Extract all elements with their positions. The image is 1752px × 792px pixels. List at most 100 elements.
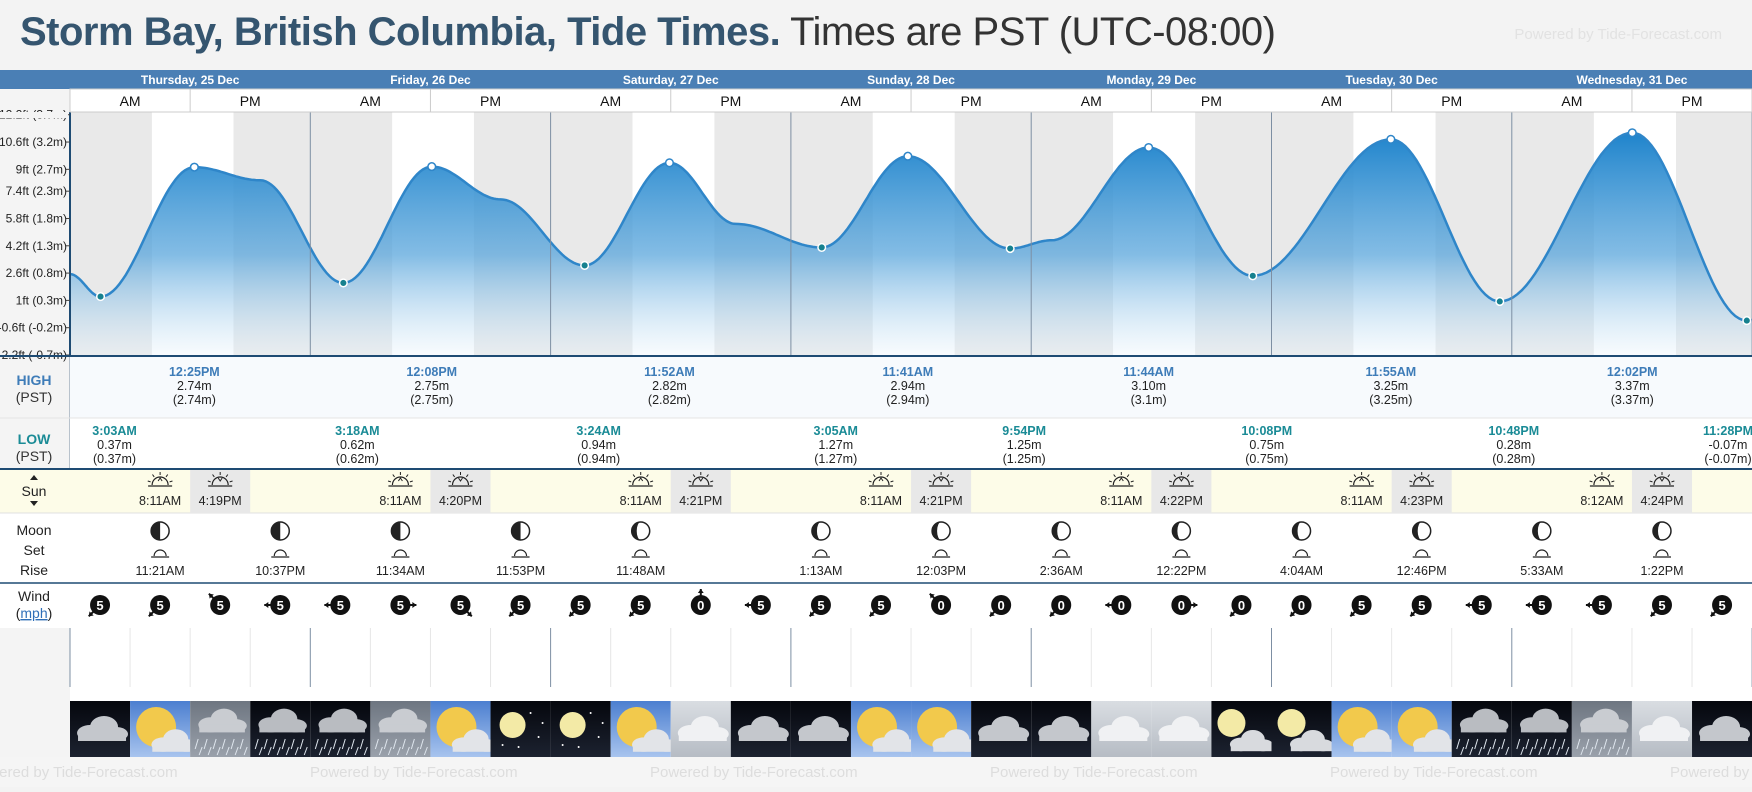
wind-speed: 5 bbox=[877, 598, 884, 613]
weather-cloudy-night-icon bbox=[70, 701, 131, 757]
sun-ray bbox=[890, 480, 894, 483]
day-label: Monday, 29 Dec bbox=[1106, 73, 1196, 87]
sun-ray bbox=[710, 480, 714, 483]
arrow-down-icon bbox=[217, 477, 223, 482]
wind-circle bbox=[690, 595, 711, 615]
moon-arc bbox=[814, 549, 828, 557]
sun-arc bbox=[632, 476, 650, 486]
moon-shadow bbox=[1412, 522, 1422, 540]
wind-unit-link[interactable]: mph bbox=[20, 605, 47, 621]
moon-arc bbox=[1054, 549, 1068, 557]
sun-ray bbox=[632, 474, 636, 478]
weather-rain-icon bbox=[1571, 701, 1632, 757]
cloud-base bbox=[319, 724, 366, 733]
wind-speed: 0 bbox=[1238, 598, 1245, 613]
sun-ray bbox=[405, 474, 409, 478]
low-tide-height: 0.94m bbox=[581, 438, 616, 452]
sunrise-time: 8:12AM bbox=[1580, 494, 1623, 508]
y-tick-label: 10.6ft (3.2m) bbox=[0, 135, 67, 149]
wind-indicator: 5 bbox=[148, 595, 171, 618]
moon-shadow bbox=[391, 522, 401, 540]
moonset-time: 11:21AM bbox=[136, 564, 185, 578]
y-tick-label: 2.6ft (0.8m) bbox=[6, 266, 67, 280]
rain-drop bbox=[410, 738, 415, 750]
sun-ray bbox=[1367, 474, 1370, 478]
rain-drop bbox=[1552, 738, 1557, 750]
moon-shadow bbox=[1052, 522, 1062, 540]
wind-arrow-head-icon bbox=[1650, 611, 1656, 617]
star bbox=[517, 746, 520, 748]
rain-drop bbox=[323, 738, 328, 750]
weather-cloudy-night-icon bbox=[1692, 701, 1752, 757]
weather-sun-cloud-icon bbox=[130, 701, 198, 757]
arrow-up-icon bbox=[1359, 477, 1365, 482]
moonset-time: 11:34AM bbox=[376, 564, 425, 578]
rain-drop bbox=[1516, 738, 1521, 750]
low-tide-height: 0.62m bbox=[340, 438, 375, 452]
rain-drop bbox=[374, 738, 379, 750]
moon-arc bbox=[634, 549, 648, 557]
rain-drop bbox=[212, 738, 217, 750]
sun-arc bbox=[451, 476, 470, 486]
moon-shadow bbox=[1172, 522, 1182, 540]
cloud-base bbox=[1290, 744, 1332, 752]
wind-circle bbox=[570, 595, 591, 615]
rain-drop bbox=[1474, 738, 1479, 750]
high-tide-height-m: (2.94m) bbox=[886, 393, 929, 407]
cloud-base bbox=[933, 744, 977, 752]
low-tide-height: 0.37m bbox=[97, 438, 132, 452]
wind-arrow-head-icon bbox=[1290, 611, 1296, 617]
sunrise-icon bbox=[1589, 472, 1615, 487]
cloud-base bbox=[873, 744, 917, 752]
rain-drop bbox=[299, 738, 304, 750]
wind-indicator: 0 bbox=[929, 592, 952, 615]
sun-ray bbox=[868, 480, 872, 483]
pm-label: PM bbox=[961, 93, 982, 109]
moonset-time: 4:04AM bbox=[1280, 564, 1323, 578]
wind-circle bbox=[210, 595, 231, 615]
moon-row-bg bbox=[0, 513, 1752, 583]
high-tide-point bbox=[1627, 128, 1637, 138]
wind-indicator: 5 bbox=[390, 595, 417, 615]
low-tide-height-m: (1.27m) bbox=[814, 452, 857, 466]
wind-circle bbox=[1351, 595, 1372, 615]
sunset-time: 4:23PM bbox=[1400, 494, 1443, 508]
day-label: Saturday, 27 Dec bbox=[623, 73, 719, 87]
day-header-band bbox=[0, 70, 1752, 89]
low-tide-point bbox=[817, 242, 827, 252]
wind-indicator: 5 bbox=[208, 592, 231, 615]
cloud-base bbox=[798, 733, 847, 741]
rain-drop bbox=[1460, 746, 1465, 756]
rain-drop bbox=[318, 746, 323, 756]
arrow-up-icon bbox=[878, 477, 884, 482]
wind-circle bbox=[510, 595, 531, 615]
wind-speed: 5 bbox=[1478, 598, 1485, 613]
wind-circle bbox=[270, 595, 291, 615]
wind-arrow-head-icon bbox=[569, 611, 575, 617]
sun-arc bbox=[692, 476, 710, 486]
wind-indicator: 5 bbox=[868, 595, 892, 618]
low-tide-height: 0.75m bbox=[1249, 438, 1284, 452]
wind-indicator: 5 bbox=[1585, 595, 1612, 615]
rain-drop bbox=[1603, 738, 1608, 750]
rain-drop bbox=[1565, 746, 1570, 756]
sunset-time: 4:21PM bbox=[920, 494, 963, 508]
wind-indicator: 5 bbox=[744, 595, 771, 615]
low-tide-point bbox=[1495, 296, 1505, 307]
high-tide-time: 11:52AM bbox=[644, 365, 695, 379]
pm-label: PM bbox=[1201, 93, 1222, 109]
wind-speed: 5 bbox=[277, 598, 284, 613]
moon-arc bbox=[153, 549, 167, 557]
wind-indicator: 5 bbox=[1349, 595, 1372, 618]
wind-speed: 0 bbox=[998, 598, 1005, 613]
sun-ray bbox=[212, 474, 215, 478]
rain-drop bbox=[419, 738, 424, 750]
powered-by-label[interactable]: Powered by Tide-Forecast.com bbox=[1514, 26, 1722, 43]
rain-drop bbox=[221, 738, 226, 750]
arrow-down-icon bbox=[1659, 477, 1665, 482]
rain-drop bbox=[392, 738, 397, 750]
rain-drop bbox=[336, 746, 341, 756]
moon-phase-icon bbox=[931, 521, 951, 541]
wind-speed: 5 bbox=[1598, 598, 1605, 613]
sun-ray bbox=[1589, 480, 1593, 483]
